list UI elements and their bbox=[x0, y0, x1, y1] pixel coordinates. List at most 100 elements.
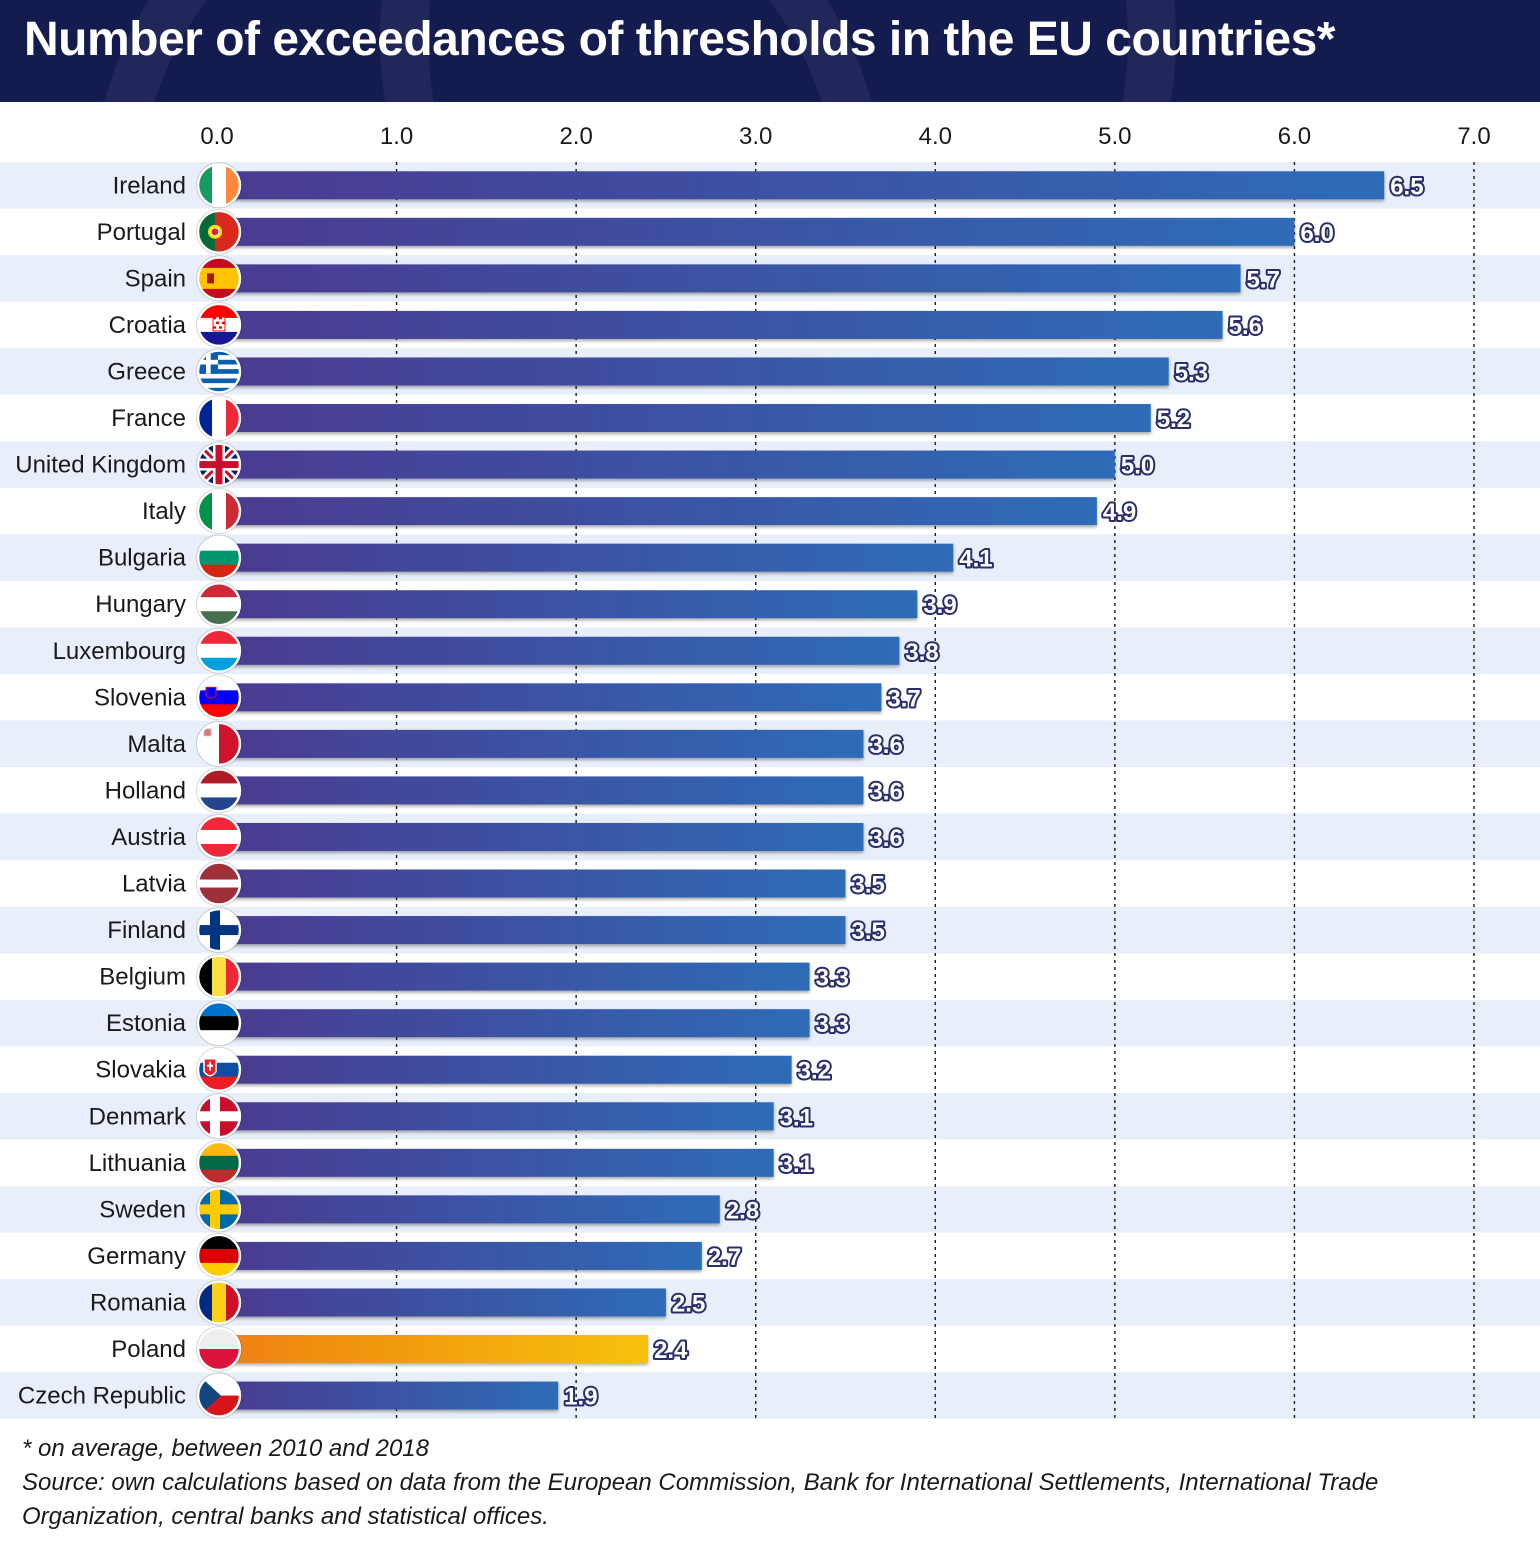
flag-denmark-icon bbox=[196, 1093, 242, 1140]
value-label: 2.4 bbox=[654, 1337, 688, 1364]
bar bbox=[217, 729, 864, 758]
category-label: Bulgaria bbox=[98, 545, 187, 572]
flag-czech-republic-icon bbox=[196, 1372, 242, 1419]
flag-slovenia-icon bbox=[196, 674, 242, 721]
flag-lithuania-icon bbox=[196, 1139, 242, 1186]
bar bbox=[217, 1055, 792, 1084]
category-label: United Kingdom bbox=[15, 452, 186, 479]
banner-decoration bbox=[380, 0, 1176, 102]
category-label: Malta bbox=[127, 731, 186, 758]
flag-spain-icon bbox=[196, 255, 242, 302]
category-label: Poland bbox=[111, 1336, 186, 1363]
value-label: 3.1 bbox=[780, 1151, 813, 1178]
value-label: 2.7 bbox=[708, 1244, 741, 1271]
flag-holland-icon bbox=[196, 767, 242, 814]
category-label: Hungary bbox=[95, 591, 186, 618]
bar bbox=[217, 776, 864, 805]
flag-greece-icon bbox=[196, 348, 242, 395]
category-label: Czech Republic bbox=[18, 1383, 186, 1410]
category-label: Italy bbox=[142, 498, 186, 525]
bar bbox=[217, 962, 810, 991]
category-label: Romania bbox=[90, 1289, 187, 1316]
category-label: Portugal bbox=[97, 219, 186, 246]
bar bbox=[217, 822, 864, 851]
value-label: 6.0 bbox=[1300, 220, 1333, 247]
category-label: Sweden bbox=[99, 1196, 186, 1223]
bar bbox=[217, 1288, 666, 1317]
bar bbox=[217, 1009, 810, 1038]
value-label: 4.9 bbox=[1103, 499, 1136, 526]
category-label: Slovakia bbox=[95, 1057, 186, 1084]
value-label: 6.5 bbox=[1390, 173, 1423, 200]
flag-germany-icon bbox=[196, 1232, 242, 1279]
flag-romania-icon bbox=[196, 1279, 242, 1326]
flag-austria-icon bbox=[196, 813, 242, 860]
flag-united-kingdom-icon bbox=[196, 441, 242, 488]
value-label: 3.8 bbox=[905, 639, 938, 666]
value-label: 3.5 bbox=[852, 918, 885, 945]
footnote: * on average, between 2010 and 2018 Sour… bbox=[22, 1432, 1522, 1534]
bar bbox=[217, 1241, 702, 1270]
bar bbox=[217, 450, 1115, 479]
bar bbox=[217, 357, 1169, 386]
value-label: 1.9 bbox=[564, 1384, 597, 1411]
title-banner: Number of exceedances of thresholds in t… bbox=[0, 0, 1540, 102]
value-label: 2.8 bbox=[726, 1197, 759, 1224]
x-tick-label: 1.0 bbox=[380, 123, 413, 150]
flag-italy-icon bbox=[196, 488, 242, 535]
bar bbox=[217, 916, 846, 945]
flag-ireland-icon bbox=[196, 162, 242, 209]
value-label: 3.5 bbox=[852, 872, 885, 899]
value-label: 3.9 bbox=[923, 592, 956, 619]
bar bbox=[217, 1335, 648, 1364]
footnote-note: * on average, between 2010 and 2018 bbox=[22, 1435, 430, 1462]
flag-hungary-icon bbox=[196, 581, 242, 628]
flag-finland-icon bbox=[196, 907, 242, 954]
flag-sweden-icon bbox=[196, 1186, 242, 1233]
category-label: Luxembourg bbox=[53, 638, 186, 665]
flag-bulgaria-icon bbox=[196, 534, 242, 581]
category-label: Lithuania bbox=[89, 1150, 187, 1177]
value-label: 3.2 bbox=[798, 1058, 831, 1085]
value-label: 3.6 bbox=[869, 778, 902, 805]
x-tick-label: 7.0 bbox=[1457, 123, 1490, 150]
category-label: Holland bbox=[105, 777, 186, 804]
category-label: Ireland bbox=[113, 172, 186, 199]
value-label: 3.6 bbox=[869, 825, 902, 852]
bar bbox=[217, 497, 1097, 526]
bar bbox=[217, 171, 1385, 200]
category-label: Croatia bbox=[109, 312, 187, 339]
category-label: Finland bbox=[107, 917, 186, 944]
bar bbox=[217, 217, 1295, 246]
flag-latvia-icon bbox=[196, 860, 242, 907]
flag-malta-icon bbox=[196, 720, 242, 767]
flag-poland-icon bbox=[196, 1326, 242, 1373]
x-tick-label: 0.0 bbox=[200, 123, 233, 150]
category-label: Austria bbox=[111, 824, 186, 851]
value-label: 4.1 bbox=[959, 546, 992, 573]
value-label: 3.3 bbox=[816, 1011, 849, 1038]
value-label: 5.6 bbox=[1229, 313, 1262, 340]
flag-estonia-icon bbox=[196, 1000, 242, 1047]
value-label: 5.3 bbox=[1175, 359, 1208, 386]
category-label: Estonia bbox=[106, 1010, 187, 1037]
x-tick-label: 5.0 bbox=[1098, 123, 1131, 150]
value-label: 3.6 bbox=[869, 732, 902, 759]
category-label: Greece bbox=[107, 358, 186, 385]
bar bbox=[217, 590, 918, 619]
value-label: 5.0 bbox=[1121, 453, 1154, 480]
flag-luxembourg-icon bbox=[196, 627, 242, 674]
bar-chart: 0.0 1.0 2.0 3.0 4.0 5.0 6.0 7.0 Ireland Portugal… bbox=[0, 123, 1540, 1419]
chart-title: Number of exceedances of thresholds in t… bbox=[24, 13, 1335, 66]
flag-portugal-icon bbox=[196, 208, 242, 255]
value-label: 2.5 bbox=[672, 1290, 705, 1317]
x-tick-label: 4.0 bbox=[919, 123, 952, 150]
category-label: Slovenia bbox=[94, 684, 187, 711]
bar bbox=[217, 1148, 774, 1177]
bar bbox=[217, 310, 1223, 339]
value-label: 3.7 bbox=[887, 685, 920, 712]
bar bbox=[217, 869, 846, 898]
bar bbox=[217, 543, 954, 572]
category-label: Latvia bbox=[122, 871, 187, 898]
category-label: Spain bbox=[125, 265, 186, 292]
